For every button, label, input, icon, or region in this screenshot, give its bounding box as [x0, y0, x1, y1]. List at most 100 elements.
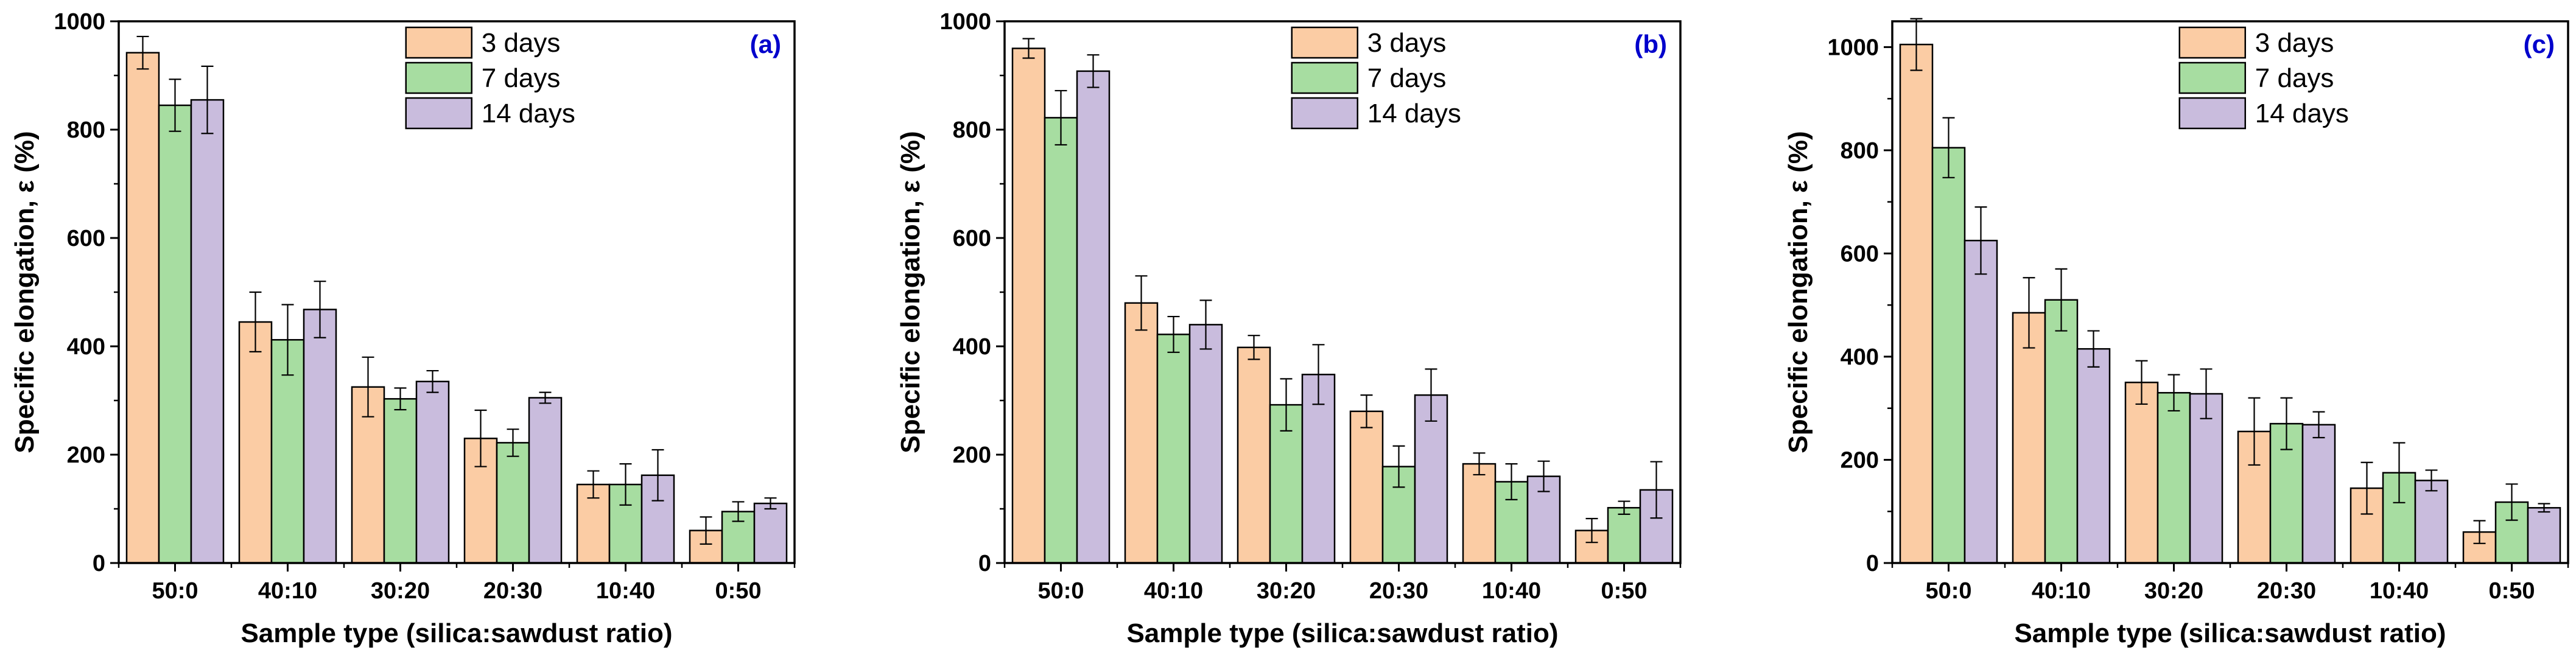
bar-3-days-50-0	[125, 52, 160, 564]
y-tick-label: 400	[953, 334, 991, 360]
error-bar	[2505, 483, 2518, 521]
error-bar	[281, 304, 294, 376]
error-bar	[1585, 517, 1598, 544]
error-bar	[2135, 360, 2148, 405]
error-bar	[2248, 397, 2261, 466]
bar-14-days-20-30	[528, 397, 563, 564]
error-bar	[1974, 206, 1987, 275]
legend: 3 days 7 days 14 days	[2178, 26, 2349, 130]
error-bar	[539, 391, 552, 404]
bar-14-days-40-10	[2076, 348, 2111, 564]
y-tick-label: 1000	[1827, 35, 1879, 60]
x-tick-label: 0:50	[2488, 578, 2535, 604]
error-bar	[2360, 461, 2373, 515]
bar-3-days-40-10	[2012, 312, 2046, 564]
bar-14-days-40-10	[303, 309, 337, 564]
bar-14-days-0-50	[753, 502, 788, 564]
legend-swatch-3-days	[1291, 26, 1358, 59]
error-bar	[201, 65, 214, 135]
y-tick-label: 200	[1841, 447, 1879, 473]
error-bar	[1618, 500, 1630, 516]
bar-3-days-50-0	[1011, 47, 1046, 564]
bar-3-days-40-10	[1124, 302, 1159, 564]
bar-7-days-20-30	[496, 442, 530, 564]
x-tick-label: 0:50	[1601, 578, 1647, 604]
x-tick-label: 50:0	[1925, 578, 1971, 604]
y-tick-label: 800	[1841, 138, 1879, 164]
error-bar	[2538, 503, 2550, 513]
bar-7-days-50-0	[158, 104, 192, 564]
bar-14-days-10-40	[2414, 480, 2449, 564]
error-bar	[2167, 374, 2180, 412]
x-axis-title: Sample type (silica:sawdust ratio)	[2014, 618, 2446, 648]
x-tick-label: 30:20	[1257, 578, 1316, 604]
bar-3-days-40-10	[238, 321, 273, 564]
error-bar	[1650, 461, 1663, 519]
error-bar	[1360, 394, 1373, 428]
error-bar	[619, 463, 632, 506]
y-tick-label: 0	[1866, 551, 1879, 576]
error-bar	[1199, 299, 1212, 350]
legend: 3 days 7 days 14 days	[1291, 26, 1461, 130]
x-tick-label: 40:10	[2032, 578, 2091, 604]
y-tick-label: 600	[1841, 241, 1879, 267]
bar-14-days-30-20	[415, 380, 450, 564]
legend-label: 7 days	[482, 63, 561, 93]
bar-14-days-40-10	[1188, 324, 1223, 564]
error-bar	[1312, 344, 1325, 405]
error-bar	[1087, 54, 1100, 88]
legend-swatch-7-days	[2178, 61, 2246, 94]
bar-7-days-50-0	[1931, 147, 1966, 564]
error-bar	[587, 470, 600, 499]
error-bar	[1248, 335, 1260, 360]
legend-swatch-14-days	[2178, 97, 2246, 130]
error-bar	[249, 291, 262, 353]
error-bar	[1505, 463, 1518, 500]
bar-7-days-30-20	[383, 398, 418, 564]
legend-swatch-7-days	[405, 61, 472, 94]
legend-swatch-3-days	[405, 26, 472, 59]
legend-label: 14 days	[2255, 99, 2349, 128]
error-bar	[2087, 330, 2100, 368]
bar-3-days-20-30	[1349, 410, 1384, 564]
error-bar	[1392, 445, 1405, 488]
legend-swatch-3-days	[2178, 26, 2246, 59]
error-bar	[426, 369, 439, 393]
panel-label: (b)	[1634, 30, 1667, 58]
legend-label: 3 days	[482, 28, 561, 58]
y-axis-title: Specific elongation, ε (%)	[1783, 131, 1813, 453]
panel-label: (c)	[2524, 30, 2555, 58]
bar-7-days-40-10	[2044, 299, 2079, 564]
error-bar	[1022, 38, 1035, 59]
error-bar	[169, 79, 181, 132]
error-bar	[362, 356, 374, 418]
error-bar	[1167, 315, 1180, 353]
x-tick-label: 30:20	[2144, 578, 2203, 604]
legend: 3 days 7 days 14 days	[405, 26, 575, 130]
bar-14-days-50-0	[1076, 70, 1111, 564]
error-bar	[764, 497, 777, 510]
x-tick-label: 50:0	[152, 578, 198, 604]
x-tick-label: 0:50	[715, 578, 761, 604]
legend-label: 7 days	[2255, 63, 2334, 93]
y-tick-label: 1000	[939, 9, 991, 35]
error-bar	[1280, 378, 1293, 432]
error-bar	[314, 281, 326, 338]
chart-panel-3: 0 200 400 600 800 1000 50:0 40:10 30:20 20:30 10:4…	[1783, 18, 2569, 648]
bar-14-days-20-30	[1414, 394, 1448, 564]
bar-3-days-10-40	[1462, 463, 1497, 564]
x-tick-label: 40:10	[1144, 578, 1203, 604]
chart-panel-1: 0 200 400 600 800 1000 50:0 40:10 30:20 20:30 10:4…	[10, 9, 796, 648]
y-tick-label: 600	[953, 226, 991, 251]
y-tick-label: 400	[67, 334, 105, 360]
legend-swatch-7-days	[1291, 61, 1358, 94]
error-bar	[1537, 460, 1550, 492]
y-tick-label: 800	[67, 117, 105, 143]
error-bar	[1425, 368, 1437, 422]
error-bar	[1135, 275, 1148, 331]
error-bar	[2312, 411, 2325, 439]
error-bar	[2023, 277, 2035, 349]
legend-label: 3 days	[1367, 28, 1447, 58]
legend-label: 14 days	[482, 99, 575, 128]
bar-3-days-30-20	[2124, 382, 2159, 564]
